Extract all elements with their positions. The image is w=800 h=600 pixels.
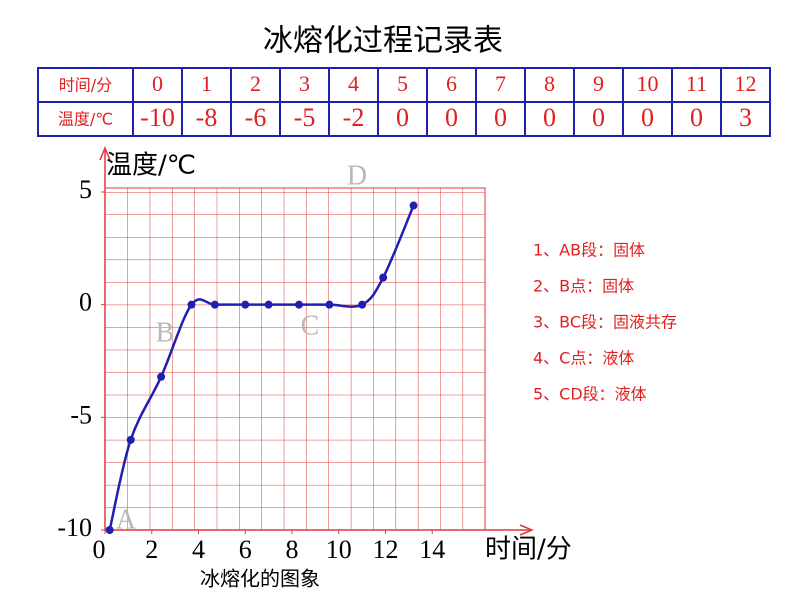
table-cell: 1 — [201, 71, 212, 96]
x-tick-label: 6 — [239, 535, 252, 564]
point — [379, 273, 388, 282]
table-cell: -8 — [196, 103, 218, 132]
point — [325, 300, 334, 309]
x-tick-label: 10 — [326, 535, 352, 564]
point — [210, 300, 219, 309]
note: 2、B点：固体 — [533, 277, 634, 296]
table-cell: 5 — [397, 71, 408, 96]
point — [358, 300, 367, 309]
table-cell: 10 — [637, 71, 659, 96]
y-tick-label: 0 — [79, 288, 92, 317]
table-cell: -10 — [140, 103, 175, 132]
annotation: D — [347, 160, 367, 191]
y-arrow — [99, 146, 111, 161]
table-cell: 11 — [686, 71, 707, 96]
table-cell: 0 — [494, 103, 507, 132]
note: 1、AB段：固体 — [533, 241, 645, 260]
point — [126, 435, 135, 444]
annotation: B — [156, 317, 175, 348]
note: 3、BC段：固液共存 — [533, 313, 677, 332]
x-arrow — [519, 524, 534, 536]
x-tick-label: 0 — [93, 535, 106, 564]
table-cell: 2 — [250, 71, 261, 96]
grid — [104, 187, 486, 531]
table-cell: 4 — [348, 71, 359, 96]
y-tick-label: 5 — [79, 175, 92, 204]
x-tick-label: 14 — [419, 535, 445, 564]
table-cell: 0 — [641, 103, 654, 132]
table-cell: 12 — [735, 71, 757, 96]
table-cell: 7 — [495, 71, 506, 96]
table-cell: 0 — [543, 103, 556, 132]
table-cell: -5 — [294, 103, 316, 132]
table-cell: 0 — [690, 103, 703, 132]
table-cell: 0 — [592, 103, 605, 132]
point — [187, 300, 196, 309]
table-cell: 0 — [152, 71, 163, 96]
y-tick-label: -5 — [70, 400, 92, 429]
point — [295, 300, 304, 309]
note: 4、C点：液体 — [533, 349, 634, 368]
table-cell: 8 — [544, 71, 555, 96]
title: 冰熔化过程记录表 — [263, 24, 503, 59]
y-tick-label: -10 — [57, 513, 92, 542]
table-cell: 3 — [739, 103, 752, 132]
annotation: A — [116, 504, 137, 535]
x-tick-label: 12 — [373, 535, 399, 564]
x-axis-label: 时间/分 — [485, 535, 572, 565]
x-tick-label: 8 — [286, 535, 299, 564]
table-cell: 9 — [593, 71, 604, 96]
x-tick-label: 4 — [192, 535, 205, 564]
point — [241, 300, 250, 309]
table-cell: 6 — [446, 71, 457, 96]
table-cell: -2 — [343, 103, 365, 132]
table-cell: 0 — [396, 103, 409, 132]
y-axis-label: 温度/℃ — [106, 151, 196, 181]
table-header: 时间/分 — [59, 76, 112, 95]
table-cell: 3 — [299, 71, 310, 96]
table-cell: -6 — [245, 103, 267, 132]
point — [409, 201, 418, 210]
table-header: 温度/℃ — [58, 110, 113, 129]
point — [157, 372, 166, 381]
x-tick-label: 2 — [145, 535, 158, 564]
point — [105, 526, 114, 534]
annotation: C — [301, 310, 320, 341]
caption: 冰熔化的图象 — [200, 567, 320, 591]
table-cell: 0 — [445, 103, 458, 132]
note: 5、CD段：液体 — [533, 385, 647, 404]
point — [264, 300, 273, 309]
